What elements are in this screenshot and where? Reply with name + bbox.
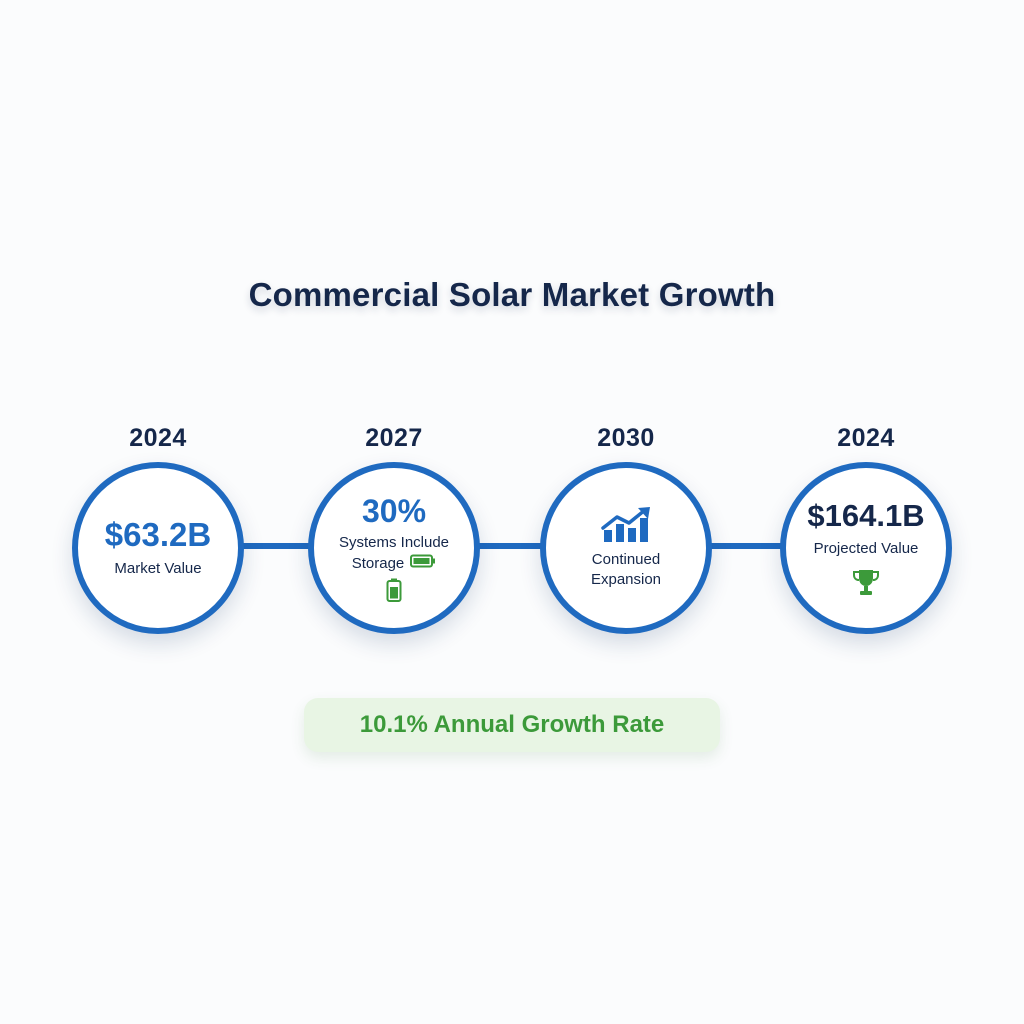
battery-horizontal-icon [410,554,436,574]
milestone-1: 2024 $63.2B Market Value [72,424,244,634]
milestone-year: 2024 [129,424,187,452]
page-title: Commercial Solar Market Growth [248,276,776,313]
milestone-year: 2027 [365,424,423,452]
market-value-amount: $63.2B [104,515,212,553]
milestone-circle: $164.1B Projected Value [780,462,952,634]
storage-label: Systems Include Storage [339,533,449,574]
expansion-label-line2: Expansion [590,571,662,588]
storage-label-line1: Systems Include [338,534,450,552]
expansion-label-line1: Continued [591,550,661,568]
growth-chart-icon [600,506,652,544]
milestone-circle: $63.2B Market Value [72,462,244,634]
projected-value-amount: $164.1B [807,497,925,533]
battery-vertical-icon [386,578,402,602]
timeline-connector [150,543,870,549]
milestone-circle: 30% Systems Include Storage [308,462,480,634]
annual-growth-rate-badge: 10.1% Annual Growth Rate [304,698,720,752]
expansion-label: Continued Expansion [591,550,661,591]
market-value-label: Market Value [114,560,202,578]
milestone-2: 2027 30% Systems Include Storage [308,424,480,634]
storage-percentage: 30% [361,493,427,530]
trophy-icon [851,567,881,597]
storage-label-line2: Storage [351,554,405,572]
milestone-year: 2030 [597,424,655,452]
milestone-4: 2024 $164.1B Projected Value [780,424,952,634]
milestone-circle: Continued Expansion [540,462,712,634]
projected-value-label: Projected Value [813,539,919,557]
milestone-3: 2030 Continued Expansion [540,424,712,634]
milestone-year: 2024 [837,424,895,452]
storage-label-line2-row: Storage [339,554,449,574]
